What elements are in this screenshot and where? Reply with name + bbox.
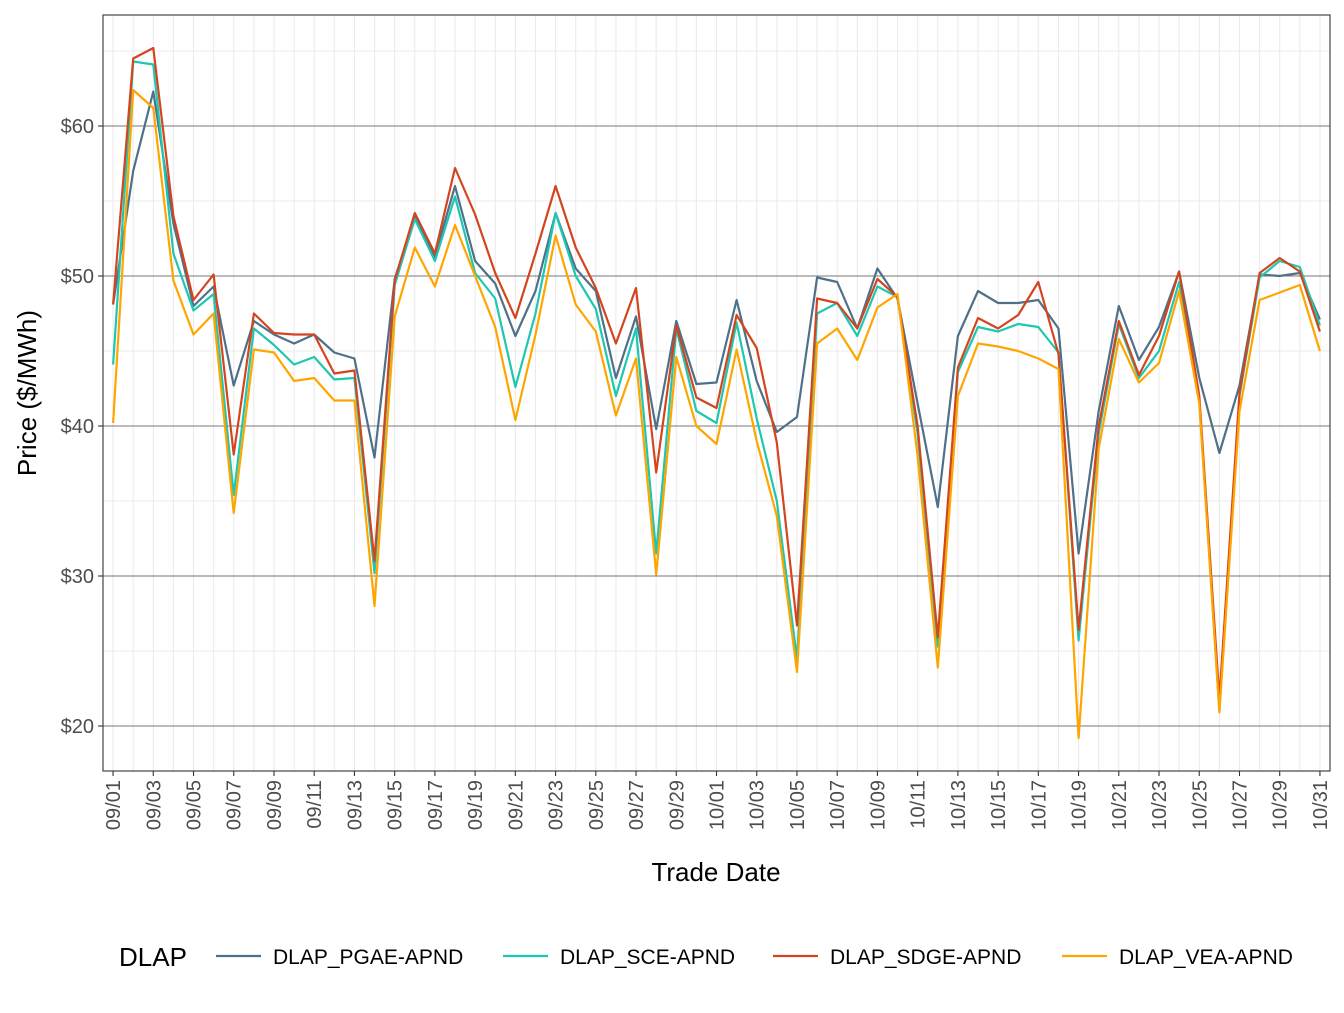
x-tick-label: 10/13 — [948, 780, 970, 830]
x-tick-label: 09/29 — [666, 780, 688, 830]
x-tick-label: 09/21 — [505, 780, 527, 830]
y-tick-label: $20 — [61, 716, 94, 738]
legend-item: DLAP_SCE-APND — [503, 946, 735, 969]
x-axis: 09/01 09/03 09/05 09/07 09/09 09/11 09/13 09/15… — [103, 771, 1332, 830]
legend-label: DLAP_SDGE-APND — [830, 946, 1021, 969]
x-tick-label: 10/31 — [1310, 780, 1332, 830]
x-tick-label: 10/25 — [1189, 780, 1211, 830]
series-line-dlap-vea-apnd — [112, 88, 1321, 740]
x-tick-label: 10/15 — [988, 780, 1010, 830]
legend-label: DLAP_VEA-APND — [1119, 946, 1293, 969]
x-tick-label: 09/25 — [586, 780, 608, 830]
x-tick-label: 09/23 — [546, 780, 568, 830]
x-tick-label: 09/19 — [465, 780, 487, 830]
x-tick-label: 09/15 — [385, 780, 407, 830]
legend-title: DLAP — [119, 942, 187, 972]
x-tick-label: 10/19 — [1069, 780, 1091, 830]
x-tick-label: 09/17 — [425, 780, 447, 830]
legend-item: DLAP_PGAE-APND — [216, 946, 463, 969]
x-tick-label: 10/29 — [1270, 780, 1292, 830]
legend-item: DLAP_VEA-APND — [1062, 946, 1293, 969]
x-tick-label: 10/03 — [747, 780, 769, 830]
x-tick-label: 10/21 — [1109, 780, 1131, 830]
grid — [103, 15, 1330, 771]
x-tick-label: 09/03 — [143, 780, 165, 830]
x-tick-label: 09/07 — [224, 780, 246, 830]
x-tick-label: 10/01 — [707, 780, 729, 830]
x-axis-title: Trade Date — [651, 857, 780, 887]
x-tick-label: 09/01 — [103, 780, 125, 830]
legend-label: DLAP_SCE-APND — [560, 946, 735, 969]
legend-item: DLAP_SDGE-APND — [773, 946, 1021, 969]
x-tick-label: 10/09 — [867, 780, 889, 830]
series-line-dlap-sdge-apnd — [112, 46, 1321, 701]
legend-label: DLAP_PGAE-APND — [273, 946, 463, 969]
x-tick-label: 09/05 — [184, 780, 206, 830]
x-tick-label: 09/09 — [264, 780, 286, 830]
x-tick-label: 10/17 — [1028, 780, 1050, 830]
legend: DLAP DLAP_PGAE-APND DLAP_SCE-APND DLAP_SDG… — [119, 942, 1293, 972]
series-lines — [112, 46, 1321, 740]
x-tick-label: 10/23 — [1149, 780, 1171, 830]
x-tick-label: 09/13 — [344, 780, 366, 830]
x-tick-label: 10/07 — [827, 780, 849, 830]
y-tick-label: $50 — [61, 266, 94, 288]
x-tick-label: 10/27 — [1229, 780, 1251, 830]
y-tick-label: $60 — [61, 116, 94, 138]
y-tick-label: $40 — [61, 416, 94, 438]
x-tick-label: 09/27 — [626, 780, 648, 830]
x-tick-label: 09/11 — [304, 780, 326, 829]
x-tick-label: 10/11 — [908, 780, 930, 829]
y-tick-label: $30 — [61, 566, 94, 588]
x-tick-label: 10/05 — [787, 780, 809, 830]
y-axis: $20 $30 $40 $50 $60 — [61, 116, 103, 738]
y-axis-title: Price ($/MWh) — [12, 310, 42, 476]
